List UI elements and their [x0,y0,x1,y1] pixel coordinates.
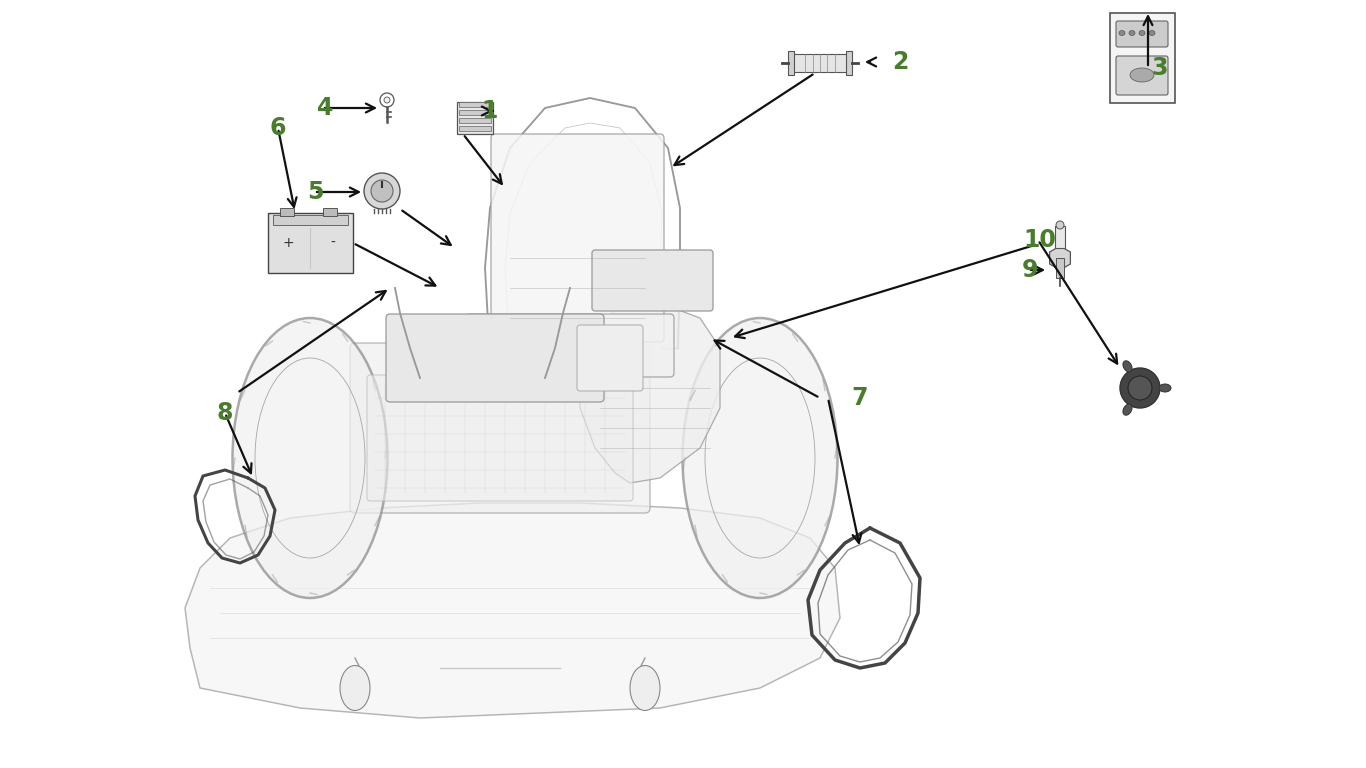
Bar [458,102,493,134]
Text: 7: 7 [852,386,869,410]
Ellipse shape [232,318,388,598]
FancyBboxPatch shape [367,375,632,501]
Bar [459,102,490,107]
FancyBboxPatch shape [387,314,604,402]
Bar [459,126,490,131]
Bar [846,51,852,75]
Ellipse shape [630,666,660,710]
Circle shape [372,180,393,202]
Text: 8: 8 [217,401,234,425]
Text: 3: 3 [1152,56,1168,80]
Ellipse shape [1158,384,1171,392]
Ellipse shape [683,318,837,598]
Text: 5: 5 [307,180,324,204]
Bar [788,51,794,75]
FancyBboxPatch shape [466,314,673,377]
Ellipse shape [1130,68,1154,82]
Bar [1055,226,1065,248]
Ellipse shape [340,666,370,710]
Bar [459,110,490,115]
Ellipse shape [1123,361,1132,372]
Text: 6: 6 [269,116,287,140]
Circle shape [384,97,391,103]
FancyBboxPatch shape [350,343,650,513]
FancyBboxPatch shape [591,250,713,311]
Circle shape [363,173,400,209]
Circle shape [1056,221,1064,229]
FancyBboxPatch shape [576,325,643,391]
Bar [1111,13,1175,103]
Text: 4: 4 [317,96,333,120]
Bar [1056,258,1064,278]
Text: 2: 2 [892,50,908,74]
Ellipse shape [1119,31,1126,35]
Circle shape [1120,368,1160,408]
Polygon shape [581,303,720,483]
Bar [268,213,352,273]
Bar [459,118,490,123]
Text: +: + [283,236,294,250]
FancyBboxPatch shape [490,134,664,342]
Bar [280,208,294,216]
Text: -: - [331,236,336,250]
Ellipse shape [1123,404,1132,415]
Ellipse shape [1130,31,1135,35]
Text: 1: 1 [482,99,499,123]
Ellipse shape [1149,31,1156,35]
FancyBboxPatch shape [1116,56,1168,95]
Circle shape [1128,376,1152,400]
Ellipse shape [1139,31,1145,35]
Text: 10: 10 [1023,228,1056,252]
Polygon shape [184,503,840,718]
Bar [792,54,848,72]
Bar [273,215,348,225]
Bar [322,208,337,216]
Text: 9: 9 [1022,258,1038,282]
FancyBboxPatch shape [1116,21,1168,47]
